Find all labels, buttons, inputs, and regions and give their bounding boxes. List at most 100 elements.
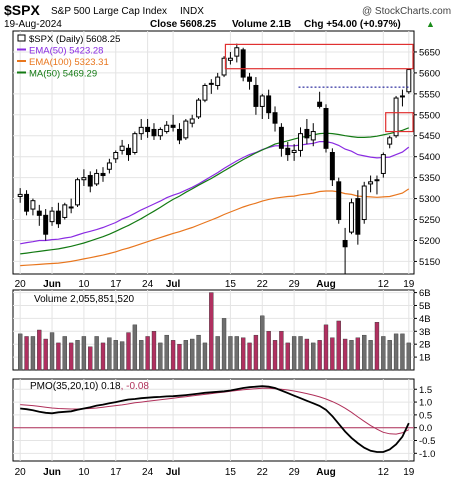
candle-body	[387, 137, 393, 145]
series-line-ema100	[20, 188, 410, 267]
candle-body	[145, 126, 151, 133]
date-label: 19-Aug-2024	[4, 19, 62, 30]
candle-body	[113, 152, 119, 160]
volume-bar	[381, 336, 386, 371]
candle-body	[253, 84, 259, 107]
candle-body	[310, 131, 316, 141]
candle-body	[151, 128, 157, 137]
volume-bar	[107, 337, 112, 371]
candle-body	[94, 172, 100, 185]
symbol-title: $SPX	[4, 2, 40, 18]
candle-body	[393, 97, 399, 137]
candle-body	[380, 154, 386, 174]
gap-box	[385, 112, 414, 133]
candle-body	[298, 133, 303, 151]
volume-bar	[291, 336, 297, 371]
x-tick-label-bottom: 12	[378, 467, 390, 478]
candle-body	[24, 193, 30, 212]
candle-body	[132, 133, 138, 153]
volume-bar	[387, 340, 392, 371]
candle-body	[126, 147, 131, 156]
legend-label: EMA(50) 5423.28	[29, 46, 103, 57]
x-tick-label-top: 19	[403, 279, 415, 290]
candle-body	[291, 149, 297, 153]
price-tick-label: 5550	[419, 89, 440, 100]
volume-bar	[400, 333, 405, 371]
volume-bar	[132, 324, 138, 371]
price-tick-label: 5400	[419, 152, 440, 163]
price-tick-label: 5450	[419, 131, 440, 142]
volume-bar	[362, 334, 367, 371]
volume-bar	[406, 342, 411, 371]
volume-bar	[56, 342, 61, 371]
volume-bar	[368, 340, 373, 371]
x-tick-label-top: 22	[257, 279, 269, 290]
candle-body	[100, 172, 106, 177]
x-tick-label-bottom: 10	[78, 467, 90, 478]
volume-bar	[240, 337, 246, 371]
volume-bar	[272, 340, 278, 371]
volume-bar	[247, 342, 252, 371]
candle-body	[138, 126, 144, 135]
legend-label: EMA(100) 5323.31	[29, 57, 109, 68]
volume-bar	[336, 320, 341, 371]
candle-body	[196, 99, 202, 118]
volume-bar	[304, 338, 310, 371]
price-panel	[12, 30, 415, 275]
candle-body	[285, 147, 291, 156]
pmo-tick-label: 0.0	[419, 423, 432, 434]
price-tick-label: 5500	[419, 110, 440, 121]
x-tick-label-bottom: 15	[225, 467, 237, 478]
volume-bar	[37, 329, 42, 371]
volume-bar	[196, 334, 201, 371]
volume-bar	[94, 336, 99, 371]
candle-body	[227, 57, 233, 61]
candle-body	[266, 95, 272, 114]
candle-body	[208, 82, 214, 85]
candle-body	[259, 95, 265, 107]
volume-bar	[183, 340, 189, 371]
volume-bar	[279, 331, 284, 371]
x-tick-label-top: 29	[289, 279, 301, 290]
candle-body	[49, 210, 55, 223]
volume-bar	[215, 336, 220, 371]
volume-bar	[323, 324, 329, 371]
volume-bar	[68, 342, 74, 371]
x-tick-label-top: 17	[110, 279, 122, 290]
candle-body	[247, 76, 253, 82]
x-tick-label-bottom: Jun	[43, 467, 61, 478]
pmo-line	[20, 385, 410, 453]
volume-bar	[260, 315, 265, 371]
candle-body	[317, 101, 323, 107]
candle-body	[75, 179, 80, 206]
watermark: @ StockCharts.com	[362, 6, 451, 17]
volume-tick-label: 1B	[419, 353, 431, 364]
volume-bar	[202, 342, 208, 371]
candle-body	[355, 198, 361, 235]
x-tick-label-top: Jun	[43, 279, 61, 290]
volume-bar	[49, 332, 55, 371]
volume-header: Volume 2.1B	[232, 19, 291, 30]
volume-tick-label: 6B	[419, 288, 431, 299]
volume-bar	[330, 337, 335, 371]
legend-label: MA(50) 5469.29	[29, 69, 97, 80]
candle-body	[374, 179, 380, 182]
candle-body	[106, 162, 112, 170]
candle-body	[43, 214, 49, 235]
volume-bar	[81, 336, 87, 371]
volume-bar	[266, 331, 271, 371]
volume-bar	[100, 342, 106, 371]
volume-bar	[317, 340, 322, 371]
candle-body	[170, 124, 176, 128]
volume-bar	[113, 340, 118, 371]
volume-bar	[234, 336, 239, 371]
volume-bar	[119, 341, 125, 371]
x-tick-label-bottom: 20	[15, 467, 27, 478]
price-tick-label: 5600	[419, 68, 440, 79]
volume-bar	[221, 318, 227, 371]
volume-bar	[342, 338, 348, 371]
volume-bar	[355, 337, 361, 371]
volume-bar	[151, 331, 157, 371]
volume-bar	[158, 342, 163, 371]
